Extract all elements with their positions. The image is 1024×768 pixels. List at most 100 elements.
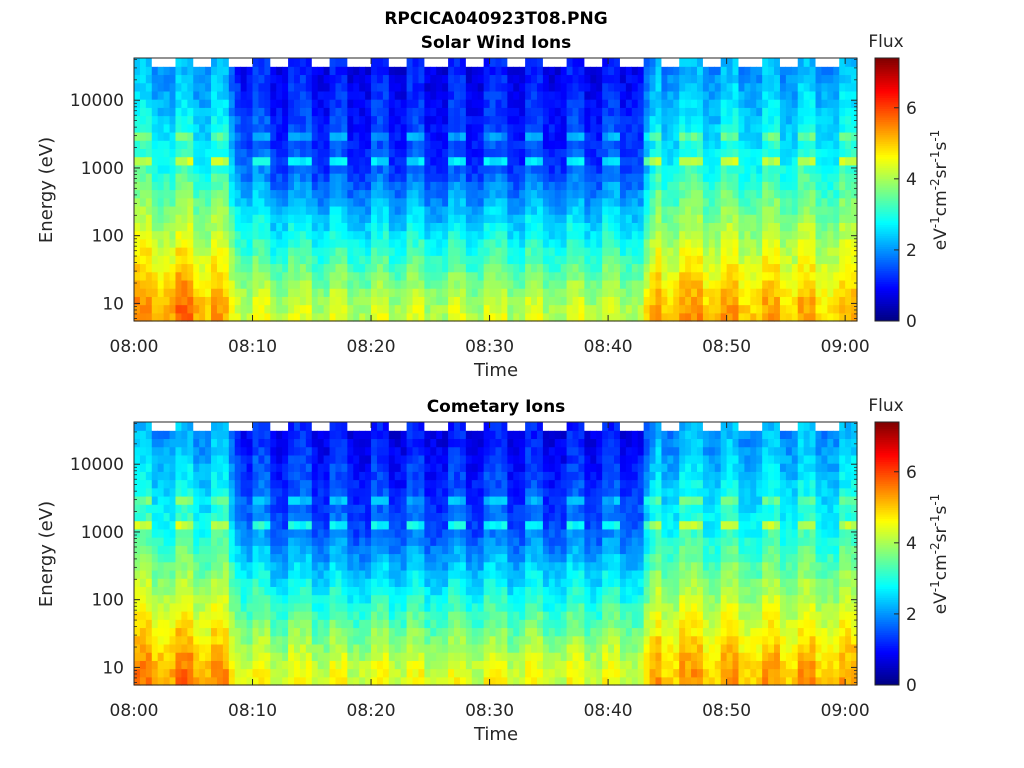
heatmap-cell [205,438,212,448]
heatmap-cell [228,304,236,314]
heatmap-cell [596,288,603,297]
heatmap-cell [667,107,674,117]
heatmap-cell [294,230,301,240]
heatmap-cell [809,279,817,289]
heatmap-cell [614,238,621,248]
heatmap-cell [211,619,218,629]
heatmap-cell [205,173,212,182]
heatmap-cell [590,189,597,199]
heatmap-cell [151,454,159,464]
heatmap-cell [750,197,757,207]
heatmap-cell [211,438,218,448]
heatmap-cell [554,74,562,84]
heatmap-cell [685,82,692,92]
heatmap-cell [708,156,716,166]
heatmap-cell [252,578,260,587]
colorbar-swatch [875,176,899,180]
colorbar-swatch [875,318,899,322]
heatmap-cell [442,304,449,314]
heatmap-cell [596,107,603,117]
heatmap-cell [276,454,283,464]
heatmap-cell [299,189,307,199]
heatmap-cell [216,487,224,497]
colorbar-swatch [875,235,899,239]
heatmap-cell [299,58,307,67]
heatmap-cell [631,271,639,281]
heatmap-cell [625,271,633,281]
heatmap-cell [163,528,171,538]
heatmap-cell [667,74,674,84]
heatmap-cell [548,123,556,133]
heatmap-cell [394,140,402,150]
heatmap-cell [276,238,283,248]
heatmap-cell [483,189,491,199]
heatmap-cell [270,288,277,297]
heatmap-cell [732,131,740,141]
heatmap-cell [163,82,171,92]
heatmap-cell [536,263,544,273]
heatmap-cell [193,140,200,150]
heatmap-cell [145,454,153,464]
heatmap-cell [282,189,289,199]
heatmap-cell [560,197,568,207]
heatmap-cell [536,247,544,256]
heatmap-cell [305,222,313,232]
heatmap-cell [222,553,230,563]
heatmap-cell [199,430,206,440]
heatmap-cell [572,263,580,273]
heatmap-cell [282,619,289,629]
heatmap-cell [211,296,218,306]
heatmap-cell [815,288,823,297]
heatmap-cell [294,140,301,150]
heatmap-cell [554,181,562,191]
heatmap-cell [815,238,823,248]
heatmap-cell [228,279,236,289]
heatmap-cell [685,99,692,108]
heatmap-cell [199,230,206,240]
heatmap-cell [815,140,823,150]
heatmap-cell [347,90,354,100]
heatmap-cell [596,148,603,158]
heatmap-cell [216,627,224,637]
heatmap-cell [477,197,485,207]
heatmap-cell [205,430,212,440]
heatmap-cell [157,205,165,215]
heatmap-cell [187,438,194,448]
heatmap-cell [205,611,212,620]
heatmap-cell [193,553,200,563]
heatmap-cell [566,312,574,322]
heatmap-cell [507,230,514,240]
heatmap-cell [311,82,319,92]
heatmap-cell [187,82,194,92]
heatmap-cell [649,173,657,182]
heatmap-cell [169,107,177,117]
heatmap-cell [815,230,823,240]
heatmap-cell [276,99,283,108]
heatmap-cell [228,255,236,265]
heatmap-cell [459,66,467,76]
colorbar-swatch [875,316,899,320]
heatmap-cell [631,255,639,265]
heatmap-cell [294,181,301,191]
heatmap-cell [205,131,212,141]
heatmap-cell [264,173,271,182]
colorbar-swatch [875,169,899,173]
heatmap-cell [412,90,420,100]
heatmap-cell [240,173,248,182]
y-axis-label: Energy (eV) [36,137,57,243]
heatmap-cell [216,635,224,645]
panel-title: Cometary Ions [427,397,566,417]
heatmap-cell [341,164,348,174]
heatmap-cell [756,148,763,158]
heatmap-cell [471,82,479,92]
heatmap-cell [762,222,769,232]
heatmap-cell [353,271,360,281]
heatmap-cell [489,247,497,256]
heatmap-cell [501,263,508,273]
heatmap-cell [815,181,823,191]
heatmap-cell [774,99,781,108]
colorbar-swatch [875,307,899,311]
heatmap-cell [264,586,271,596]
heatmap-cell [525,148,532,158]
heatmap-cell [827,173,834,182]
